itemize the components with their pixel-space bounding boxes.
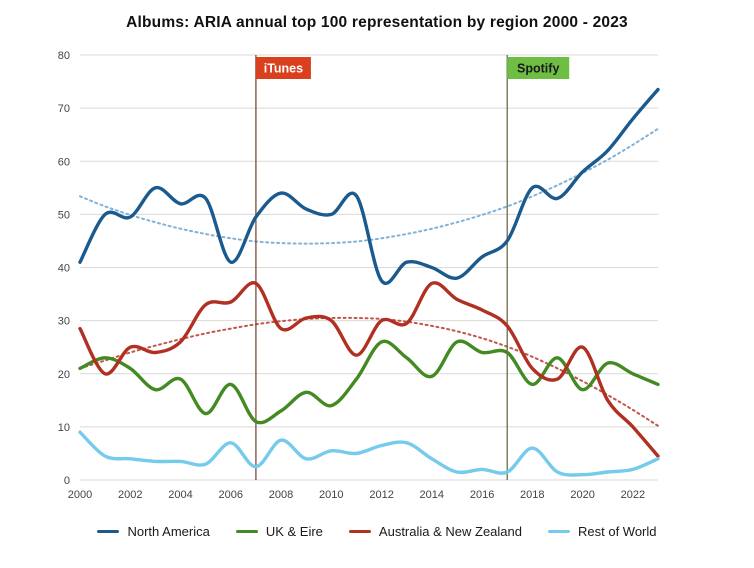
svg-text:2008: 2008 [269, 489, 293, 501]
svg-text:2018: 2018 [520, 489, 544, 501]
legend-item-north-america: North America [97, 524, 210, 539]
svg-text:2014: 2014 [420, 489, 444, 501]
legend-label: UK & Eire [265, 524, 323, 539]
legend-line-uk-eire [235, 530, 258, 533]
legend-label: Rest of World [578, 524, 657, 539]
legend-item-uk-eire: UK & Eire [235, 524, 323, 539]
svg-text:20: 20 [58, 369, 70, 381]
svg-text:50: 50 [58, 209, 70, 221]
svg-text:Spotify: Spotify [517, 62, 559, 76]
legend-line-north-america [97, 530, 120, 533]
chart-title: Albums: ARIA annual top 100 representati… [126, 14, 628, 31]
svg-text:30: 30 [58, 316, 70, 328]
svg-text:iTunes: iTunes [264, 62, 303, 76]
chart-legend: North America UK & Eire Australia & New … [0, 524, 754, 539]
svg-text:0: 0 [64, 475, 70, 487]
svg-text:2022: 2022 [621, 489, 645, 501]
svg-text:2016: 2016 [470, 489, 494, 501]
svg-text:70: 70 [58, 103, 70, 115]
svg-text:2010: 2010 [319, 489, 343, 501]
svg-text:2006: 2006 [219, 489, 243, 501]
svg-text:2020: 2020 [570, 489, 594, 501]
legend-item-rest-of-world: Rest of World [548, 524, 657, 539]
svg-text:80: 80 [58, 50, 70, 62]
legend-line-australia-nz [348, 530, 371, 533]
svg-text:40: 40 [58, 263, 70, 275]
svg-text:2004: 2004 [168, 489, 192, 501]
line-chart: 0 10 20 30 40 50 60 70 80 2000 2002 2004 2006 2008 201… [58, 50, 660, 501]
svg-text:2002: 2002 [118, 489, 142, 501]
svg-text:10: 10 [58, 422, 70, 434]
legend-label: North America [127, 524, 210, 539]
legend-label: Australia & New Zealand [378, 524, 522, 539]
legend-item-australia-nz: Australia & New Zealand [348, 524, 522, 539]
legend-line-rest-of-world [548, 530, 570, 533]
svg-text:2012: 2012 [369, 489, 393, 501]
svg-text:60: 60 [58, 156, 70, 168]
svg-text:2000: 2000 [68, 489, 92, 501]
